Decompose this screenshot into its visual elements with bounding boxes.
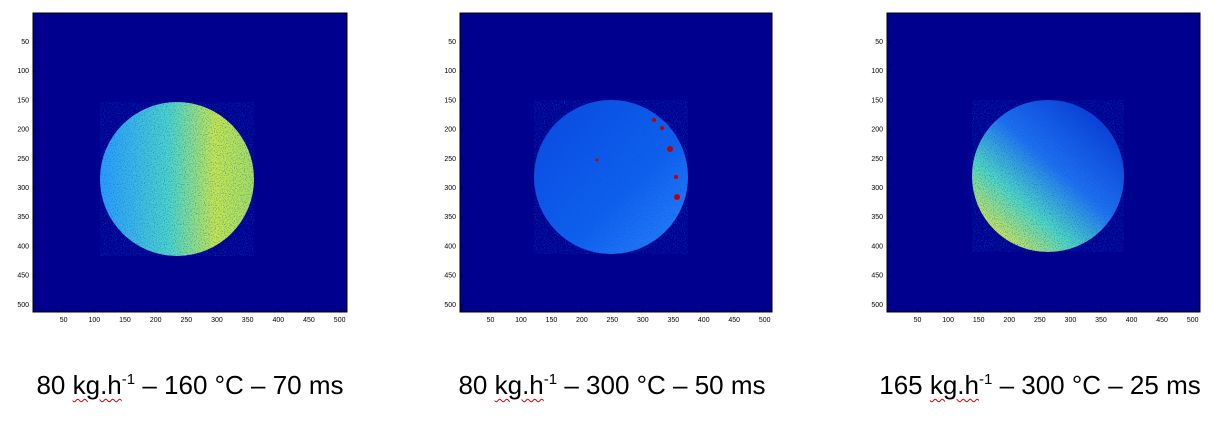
x-tick-label: 300 (211, 317, 223, 324)
x-tick-label: 450 (1156, 317, 1168, 324)
caption-superscript: -1 (543, 371, 558, 388)
caption: 165 kg.h-1 – 300 °C – 25 ms (840, 370, 1225, 401)
x-tick-label: 50 (914, 317, 922, 324)
x-tick-label: 300 (1065, 317, 1077, 324)
x-tick-label: 250 (180, 317, 192, 324)
image-panel: 50 100 150 200 250 300 350 400 450 500 50 100 150 200… (17, 12, 348, 324)
x-tick-label: 400 (272, 317, 284, 324)
x-tick-label: 450 (303, 317, 315, 324)
y-tick-label: 100 (17, 68, 29, 75)
x-tick-label: 150 (973, 317, 985, 324)
caption-superscript: -1 (121, 371, 136, 388)
hot-spot (674, 175, 678, 179)
x-tick-label: 350 (1095, 317, 1107, 324)
y-tick-label: 500 (17, 302, 29, 309)
y-tick-label: 400 (871, 243, 883, 250)
y-tick-label: 200 (871, 127, 883, 134)
image-panel: 50 100 150 200 250 300 350 400 450 500 50 100 150 200… (444, 12, 773, 324)
x-tick-label: 250 (1034, 317, 1046, 324)
x-tick-label: 50 (487, 317, 495, 324)
disc-noise (100, 102, 254, 256)
x-tick-label: 450 (728, 317, 740, 324)
caption-unit: kg.h (72, 370, 122, 400)
y-tick-label: 200 (444, 127, 456, 134)
figure: 50 100 150 200 250 300 350 400 450 500 50 100 150 200… (17, 12, 1201, 324)
y-tick-label: 250 (871, 156, 883, 163)
caption-rest: – 160 °C – 70 ms (135, 370, 344, 400)
hot-spot (667, 146, 673, 152)
y-tick-label: 50 (448, 39, 456, 46)
x-tick-label: 150 (546, 317, 558, 324)
y-tick-label: 400 (17, 243, 29, 250)
y-tick-label: 100 (444, 68, 456, 75)
x-tick-label: 150 (119, 317, 131, 324)
axes-frame (32, 12, 348, 313)
y-tick-label: 350 (17, 214, 29, 221)
image-panel: 50 100 150 200 250 300 350 400 450 500 50 100 150 200… (871, 12, 1201, 324)
y-tick-label: 150 (871, 97, 883, 104)
y-tick-label: 300 (17, 185, 29, 192)
x-tick-label: 300 (637, 317, 649, 324)
x-tick-label: 500 (334, 317, 346, 324)
caption-number: 165 (879, 370, 930, 400)
y-tick-label: 450 (17, 273, 29, 280)
x-tick-label: 500 (1187, 317, 1199, 324)
x-tick-label: 50 (60, 317, 68, 324)
caption-rest: – 300 °C – 50 ms (557, 370, 766, 400)
x-tick-label: 350 (242, 317, 254, 324)
caption: 80 kg.h-1 – 160 °C – 70 ms (0, 370, 390, 401)
x-tick-label: 200 (1003, 317, 1015, 324)
y-tick-label: 200 (17, 127, 29, 134)
y-tick-label: 250 (17, 156, 29, 163)
y-tick-label: 50 (21, 39, 29, 46)
x-tick-label: 200 (576, 317, 588, 324)
y-tick-label: 500 (444, 302, 456, 309)
disc-noise (534, 100, 688, 254)
hot-spot (652, 118, 656, 122)
caption-number: 80 (458, 370, 495, 400)
y-tick-label: 300 (871, 185, 883, 192)
x-tick-label: 100 (942, 317, 954, 324)
caption: 80 kg.h-1 – 300 °C – 50 ms (412, 370, 812, 401)
hot-spot (674, 194, 680, 200)
y-tick-label: 250 (444, 156, 456, 163)
x-tick-label: 100 (515, 317, 527, 324)
axes-frame (886, 12, 1201, 313)
caption-rest: – 300 °C – 25 ms (992, 370, 1201, 400)
x-tick-label: 400 (1126, 317, 1138, 324)
caption-unit: kg.h (929, 370, 979, 400)
axes-frame (459, 12, 773, 313)
y-tick-label: 400 (444, 243, 456, 250)
x-tick-label: 100 (88, 317, 100, 324)
disc-noise (972, 100, 1124, 252)
x-tick-label: 400 (698, 317, 710, 324)
y-tick-label: 50 (875, 39, 883, 46)
y-tick-label: 150 (444, 97, 456, 104)
caption-unit: kg.h (494, 370, 544, 400)
y-tick-label: 350 (444, 214, 456, 221)
hot-spot (595, 158, 599, 162)
x-tick-label: 200 (150, 317, 162, 324)
caption-superscript: -1 (979, 371, 993, 388)
y-tick-label: 500 (871, 302, 883, 309)
y-tick-label: 100 (871, 68, 883, 75)
x-tick-label: 350 (667, 317, 679, 324)
y-tick-label: 300 (444, 185, 456, 192)
caption-number: 80 (36, 370, 73, 400)
y-tick-label: 450 (444, 273, 456, 280)
x-tick-label: 250 (607, 317, 619, 324)
hot-spot (660, 126, 664, 130)
y-tick-label: 450 (871, 273, 883, 280)
y-tick-label: 150 (17, 97, 29, 104)
y-tick-label: 350 (871, 214, 883, 221)
x-tick-label: 500 (759, 317, 771, 324)
